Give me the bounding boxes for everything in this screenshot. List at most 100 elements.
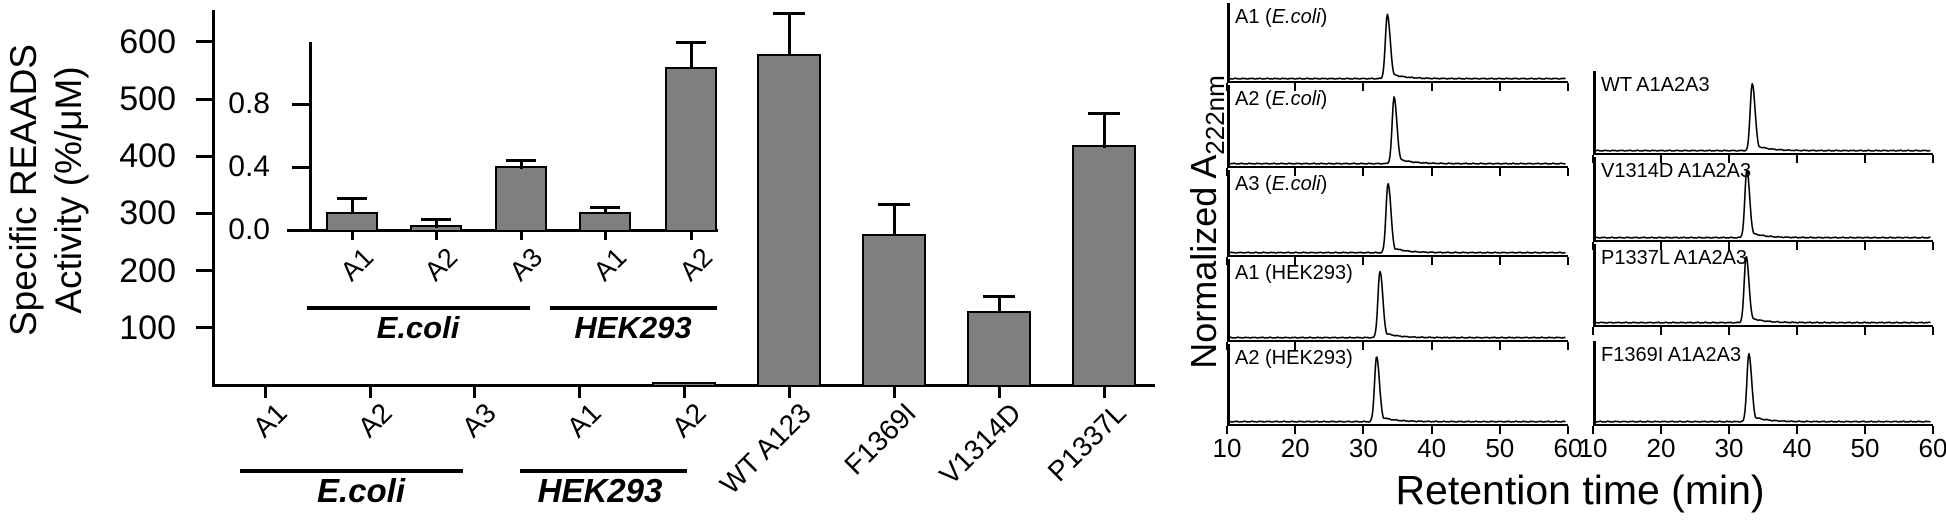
activity-y-tick	[196, 269, 213, 273]
activity-error-cap	[878, 203, 910, 207]
activity-y-tick-label: 500	[119, 80, 176, 118]
inset-error-line	[350, 198, 354, 215]
activity-x-tick	[682, 386, 686, 398]
chromatogram-panel-label-left-3: A1 (HEK293)	[1235, 261, 1353, 285]
inset-error-cap	[676, 41, 706, 45]
activity-x-tick	[263, 386, 267, 398]
inset-bar	[326, 211, 378, 230]
chromatogram-left-y-axis	[1227, 344, 1230, 426]
chromatogram-right-x-axis	[1593, 423, 1933, 426]
trace-line	[1595, 256, 1931, 324]
trace-line	[1229, 96, 1566, 165]
chromatogram-right-x-tick	[1728, 155, 1730, 163]
chromatogram-trace-right-0	[1595, 82, 1931, 152]
chromatogram-right-x-axis	[1593, 239, 1933, 242]
chromatogram-panel-label-right-1: V1314D A1A2A3	[1601, 159, 1751, 183]
activity-x-axis	[211, 383, 1155, 387]
activity-y-tick-label: 600	[119, 22, 176, 61]
chromatogram-left-x-axis	[1227, 165, 1568, 168]
chromatogram-left-y-axis	[1227, 85, 1230, 168]
chromatogram-left-x-axis	[1227, 254, 1568, 257]
activity-error-line	[892, 204, 896, 237]
activity-x-tick	[472, 386, 476, 398]
chromatogram-left-x-tick	[1430, 257, 1433, 265]
chromatogram-trace-left-4	[1229, 356, 1566, 423]
chromatogram-left-x-tick	[1567, 426, 1569, 434]
chromatogram-left-x-tick	[1226, 426, 1228, 434]
inset-y-axis	[308, 42, 312, 231]
chromatogram-trace-right-3	[1595, 352, 1931, 423]
inset-y-tick-label: 0.8	[228, 87, 270, 120]
chromatogram-right-x-tick	[1728, 327, 1730, 335]
activity-bar	[757, 53, 821, 385]
panel-label-text: )	[1320, 88, 1328, 110]
chromatogram-right-x-tick	[1728, 426, 1730, 434]
inset-bar	[579, 211, 631, 230]
chromatogram-trace-right-2	[1595, 256, 1931, 324]
chromatogram-right-x-tick	[1932, 426, 1934, 434]
chromatogram-right-x-tick	[1864, 242, 1866, 250]
activity-y-axis-label-line1: Specific REAADS	[3, 44, 44, 336]
activity-x-tick	[577, 386, 581, 398]
chromatogram-left-x-tick	[1362, 168, 1365, 176]
chromatogram-trace-left-3	[1229, 270, 1566, 339]
chromatogram-right-x-tick	[1864, 327, 1866, 335]
activity-x-tick	[892, 386, 896, 398]
chromatogram-left-x-tick	[1498, 257, 1501, 265]
panel-label-species-italic: E.coli	[1271, 6, 1321, 28]
panel-label-text: )	[1320, 173, 1328, 195]
chromatogram-right-x-tick	[1796, 242, 1798, 250]
chromatogram-left-x-tick	[1294, 168, 1297, 176]
activity-x-tick	[997, 386, 1001, 398]
chromatogram-right-x-tick-label: 40	[1782, 433, 1812, 463]
inset-y-tick	[292, 102, 310, 106]
retention-time-x-axis-label: Retention time (min)	[1395, 467, 1765, 513]
chromatogram-left-x-axis	[1227, 339, 1568, 342]
activity-bar	[862, 233, 926, 385]
panel-label-text: A1 (	[1235, 6, 1272, 28]
chromatogram-trace-right-1	[1595, 169, 1931, 239]
panel-label-text: P1337L A1A2A3	[1601, 247, 1748, 269]
chromatogram-left-x-tick	[1498, 168, 1501, 176]
chromatogram-right-x-tick	[1660, 426, 1662, 434]
chromatogram-right-x-tick-label: 50	[1850, 433, 1880, 463]
chromatogram-left-x-tick-label: 40	[1417, 433, 1447, 463]
chromatogram-trace-left-0	[1229, 13, 1566, 80]
chromatogram-left-x-tick	[1362, 83, 1365, 91]
activity-error-cap	[983, 294, 1015, 298]
activity-x-tick	[787, 386, 791, 398]
panel-label-species-italic: E.coli	[1271, 88, 1321, 110]
inset-error-cap	[337, 197, 367, 200]
chromatogram-left-x-tick	[1430, 342, 1433, 350]
inset-error-line	[689, 42, 693, 70]
activity-error-line	[1102, 113, 1106, 148]
inset-error-line	[603, 207, 607, 215]
chromatogram-right-x-axis	[1593, 152, 1933, 155]
inset-group-label: E.coli	[376, 310, 460, 345]
activity-y-tick	[196, 326, 213, 330]
chromatogram-right-x-tick-label: 20	[1646, 433, 1676, 463]
panel-label-text: A2 (HEK293)	[1235, 347, 1353, 369]
chromatogram-right-x-tick	[1660, 327, 1662, 335]
chromatogram-left-x-tick	[1430, 426, 1433, 434]
inset-error-cap	[506, 159, 536, 163]
chromatogram-panel-label-left-4: A2 (HEK293)	[1235, 346, 1353, 370]
chromatogram-right-x-tick	[1796, 426, 1798, 434]
activity-x-tick	[1102, 386, 1106, 398]
chromatogram-right-x-tick-label: 10	[1578, 433, 1608, 463]
activity-bar	[1072, 145, 1136, 385]
chromatogram-left-x-tick	[1362, 426, 1365, 434]
chromatogram-right-x-tick	[1796, 327, 1798, 335]
chromatogram-right-y-axis	[1593, 71, 1596, 155]
chromatogram-right-x-axis	[1593, 324, 1933, 327]
inset-group-underline	[550, 306, 717, 310]
activity-y-tick	[196, 154, 213, 158]
chromatogram-left-x-tick-label: 10	[1212, 433, 1242, 463]
chromatogram-panel-label-right-2: P1337L A1A2A3	[1601, 246, 1747, 270]
chromatogram-trace-left-1	[1229, 96, 1566, 165]
inset-x-axis	[287, 228, 718, 232]
chromatogram-panel-label-left-1: A2 (E.coli)	[1235, 87, 1327, 111]
trace-line	[1229, 356, 1566, 423]
activity-y-tick-label: 400	[119, 137, 176, 176]
chromatogram-right-x-tick	[1932, 327, 1934, 335]
